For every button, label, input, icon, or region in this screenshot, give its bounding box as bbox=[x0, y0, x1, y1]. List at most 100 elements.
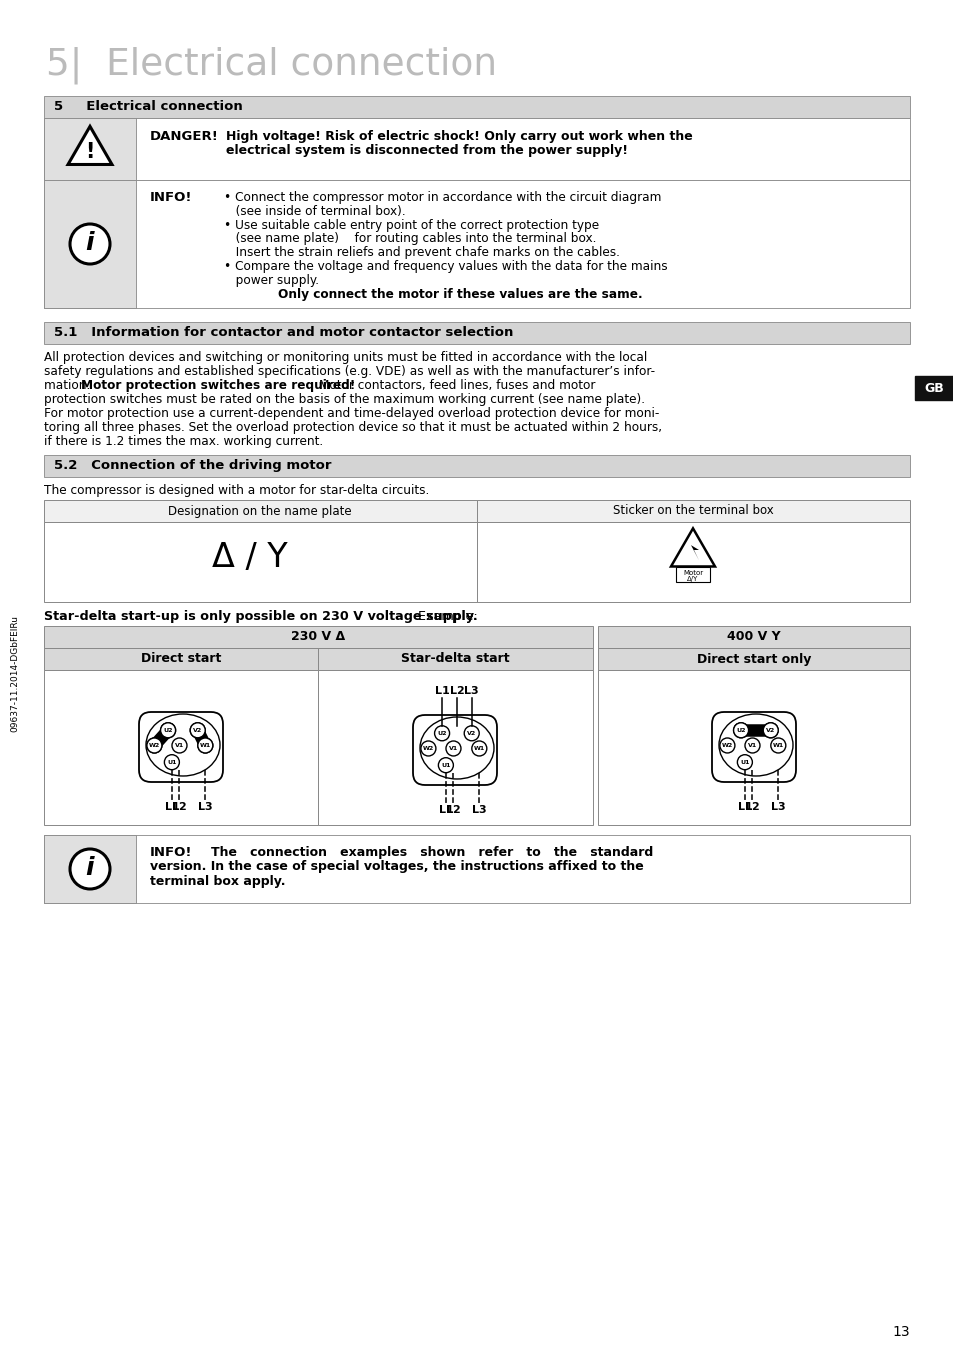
Bar bbox=[44, 180, 136, 307]
Text: For motor protection use a current-dependent and time-delayed overload protectio: For motor protection use a current-depen… bbox=[44, 408, 659, 420]
Text: 5.1   Information for contactor and motor contactor selection: 5.1 Information for contactor and motor … bbox=[54, 326, 513, 340]
FancyBboxPatch shape bbox=[139, 712, 223, 783]
Circle shape bbox=[744, 738, 760, 753]
Text: Δ / Y: Δ / Y bbox=[212, 542, 288, 574]
Text: L3: L3 bbox=[472, 804, 486, 815]
Text: V2: V2 bbox=[193, 728, 202, 733]
Text: W2: W2 bbox=[721, 743, 732, 747]
Text: L2: L2 bbox=[449, 685, 464, 696]
Circle shape bbox=[438, 758, 453, 773]
Text: power supply.: power supply. bbox=[224, 274, 322, 287]
Text: 400 V Y: 400 V Y bbox=[726, 631, 780, 643]
Text: (see inside of terminal box).: (see inside of terminal box). bbox=[224, 204, 405, 218]
Text: toring all three phases. Set the overload protection device so that it must be a: toring all three phases. Set the overloa… bbox=[44, 421, 661, 435]
Text: • Use suitable cable entry point of the correct protection type: • Use suitable cable entry point of the … bbox=[224, 218, 598, 232]
Bar bbox=[598, 670, 909, 825]
Text: Motor protection switches are required!: Motor protection switches are required! bbox=[81, 379, 355, 393]
Bar bbox=[44, 322, 909, 344]
Circle shape bbox=[720, 738, 734, 753]
Bar bbox=[476, 523, 909, 603]
Bar bbox=[598, 626, 909, 649]
Text: L3: L3 bbox=[198, 802, 213, 811]
Bar bbox=[44, 649, 317, 670]
Text: L2: L2 bbox=[744, 802, 759, 811]
Text: protection switches must be rated on the basis of the maximum working current (s: protection switches must be rated on the… bbox=[44, 393, 644, 406]
Bar bbox=[476, 500, 909, 523]
Circle shape bbox=[147, 738, 162, 753]
Text: Star-delta start: Star-delta start bbox=[400, 653, 509, 666]
Text: L2: L2 bbox=[172, 802, 187, 811]
Circle shape bbox=[190, 723, 205, 738]
Bar bbox=[317, 670, 593, 825]
Text: Sticker on the terminal box: Sticker on the terminal box bbox=[612, 505, 773, 517]
Polygon shape bbox=[690, 546, 699, 561]
Text: W1: W1 bbox=[474, 746, 484, 751]
Text: (see name plate)    for routing cables into the terminal box.: (see name plate) for routing cables into… bbox=[224, 233, 596, 245]
Bar bbox=[44, 670, 317, 825]
Text: Star-delta start-up is only possible on 230 V voltage supply.: Star-delta start-up is only possible on … bbox=[44, 611, 477, 623]
Text: terminal box apply.: terminal box apply. bbox=[150, 875, 285, 888]
Circle shape bbox=[197, 738, 213, 753]
Text: 230 V Δ: 230 V Δ bbox=[291, 631, 345, 643]
Text: V1: V1 bbox=[174, 743, 184, 747]
FancyBboxPatch shape bbox=[711, 712, 795, 783]
Text: INFO!: INFO! bbox=[150, 191, 193, 204]
Text: Insert the strain reliefs and prevent chafe marks on the cables.: Insert the strain reliefs and prevent ch… bbox=[224, 246, 619, 259]
Text: L1: L1 bbox=[435, 685, 449, 696]
Text: U1: U1 bbox=[440, 762, 450, 768]
Bar bbox=[676, 567, 709, 582]
Text: High voltage! Risk of electric shock! Only carry out work when the: High voltage! Risk of electric shock! On… bbox=[226, 130, 692, 144]
Text: L3: L3 bbox=[464, 685, 478, 696]
Bar bbox=[44, 626, 593, 649]
Text: 09637-11.2014-DGbFElRu: 09637-11.2014-DGbFElRu bbox=[10, 616, 19, 733]
Circle shape bbox=[70, 849, 110, 890]
Bar bbox=[44, 455, 909, 477]
Text: U2: U2 bbox=[736, 728, 745, 733]
Text: 5     Electrical connection: 5 Electrical connection bbox=[54, 100, 242, 114]
Text: electrical system is disconnected from the power supply!: electrical system is disconnected from t… bbox=[226, 144, 627, 157]
Bar bbox=[44, 835, 909, 903]
Circle shape bbox=[435, 726, 449, 741]
Text: mation.: mation. bbox=[44, 379, 94, 393]
Text: All protection devices and switching or monitoring units must be fitted in accor: All protection devices and switching or … bbox=[44, 351, 646, 364]
Text: Motor contactors, feed lines, fuses and motor: Motor contactors, feed lines, fuses and … bbox=[314, 379, 595, 393]
Text: U1: U1 bbox=[740, 760, 749, 765]
Text: version. In the case of special voltages, the instructions affixed to the: version. In the case of special voltages… bbox=[150, 860, 643, 873]
Bar bbox=[914, 376, 952, 399]
Circle shape bbox=[733, 723, 748, 738]
Circle shape bbox=[197, 738, 213, 753]
Text: The compressor is designed with a motor for star-delta circuits.: The compressor is designed with a motor … bbox=[44, 483, 429, 497]
Text: V2: V2 bbox=[765, 728, 775, 733]
Text: 5.2   Connection of the driving motor: 5.2 Connection of the driving motor bbox=[54, 459, 331, 473]
Text: DANGER!: DANGER! bbox=[150, 130, 218, 144]
Circle shape bbox=[420, 741, 436, 756]
Circle shape bbox=[445, 741, 460, 756]
Text: if there is 1.2 times the max. working current.: if there is 1.2 times the max. working c… bbox=[44, 435, 323, 448]
Circle shape bbox=[737, 754, 752, 769]
Circle shape bbox=[472, 741, 486, 756]
Text: • Connect the compressor motor in accordance with the circuit diagram: • Connect the compressor motor in accord… bbox=[224, 191, 660, 204]
Circle shape bbox=[160, 723, 175, 738]
Text: 13: 13 bbox=[891, 1326, 909, 1339]
Text: Motor: Motor bbox=[682, 570, 702, 577]
Text: V2: V2 bbox=[193, 728, 202, 733]
Bar bbox=[44, 180, 909, 307]
Circle shape bbox=[147, 738, 162, 753]
Text: Designation on the name plate: Designation on the name plate bbox=[168, 505, 352, 517]
Polygon shape bbox=[68, 126, 112, 164]
Text: W1: W1 bbox=[199, 743, 211, 747]
FancyBboxPatch shape bbox=[413, 715, 497, 785]
Circle shape bbox=[464, 726, 478, 741]
Bar bbox=[598, 649, 909, 670]
Circle shape bbox=[190, 723, 205, 738]
Text: L2: L2 bbox=[446, 804, 460, 815]
Text: W1: W1 bbox=[199, 743, 211, 747]
Circle shape bbox=[762, 723, 778, 738]
Circle shape bbox=[770, 738, 785, 753]
Text: W2: W2 bbox=[149, 743, 160, 747]
Text: V2: V2 bbox=[765, 728, 775, 733]
Text: safety regulations and established specifications (e.g. VDE) as well as with the: safety regulations and established speci… bbox=[44, 366, 655, 378]
Circle shape bbox=[70, 223, 110, 264]
Circle shape bbox=[160, 723, 175, 738]
Text: Example:: Example: bbox=[414, 611, 477, 623]
